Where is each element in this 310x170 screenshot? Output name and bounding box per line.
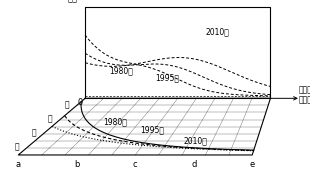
Text: d: d [191, 160, 197, 169]
Text: 地: 地 [64, 100, 69, 109]
Text: 1995年: 1995年 [140, 125, 165, 134]
Text: 2010年: 2010年 [183, 136, 207, 145]
Text: 与市中
心距离: 与市中 心距离 [299, 86, 310, 104]
Text: 1980年: 1980年 [104, 118, 127, 127]
Text: 人口
密度: 人口 密度 [68, 0, 78, 3]
Text: c: c [133, 160, 138, 169]
Text: b: b [74, 160, 79, 169]
Text: 平: 平 [15, 143, 19, 152]
Text: 1980年: 1980年 [109, 66, 133, 75]
Text: a: a [16, 160, 21, 169]
Text: 1995年: 1995年 [156, 74, 179, 83]
Text: 2010年: 2010年 [206, 28, 229, 37]
Text: e: e [250, 160, 255, 169]
Text: 0: 0 [78, 98, 83, 107]
Text: 水: 水 [31, 128, 36, 137]
Text: 租: 租 [48, 114, 52, 123]
